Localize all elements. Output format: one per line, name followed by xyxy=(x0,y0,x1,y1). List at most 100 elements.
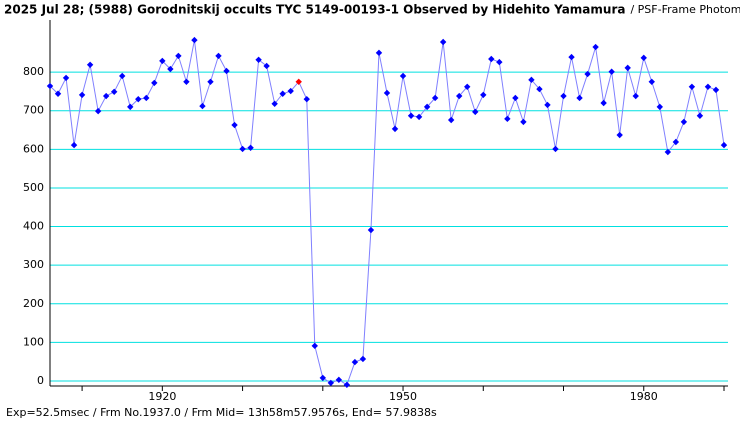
data-point xyxy=(351,358,359,366)
data-point xyxy=(78,91,86,99)
data-point xyxy=(576,94,583,102)
data-point xyxy=(704,83,712,90)
data-point xyxy=(159,57,166,65)
data-point xyxy=(303,95,310,103)
data-point xyxy=(544,101,551,109)
data-point xyxy=(600,99,607,107)
data-point xyxy=(271,100,278,107)
data-point xyxy=(183,78,190,85)
data-point xyxy=(359,355,367,363)
data-point xyxy=(672,138,680,146)
data-point xyxy=(480,91,487,99)
data-point xyxy=(94,107,102,115)
data-point xyxy=(151,79,158,87)
y-tick-label: 0 xyxy=(37,374,44,387)
data-point xyxy=(311,342,318,350)
data-point xyxy=(135,95,142,103)
y-tick-label: 700 xyxy=(23,104,44,117)
data-point xyxy=(175,52,182,60)
data-point xyxy=(439,38,447,46)
data-point xyxy=(319,374,327,382)
data-point xyxy=(391,125,399,133)
data-point xyxy=(536,85,543,93)
data-point xyxy=(648,78,655,85)
data-point xyxy=(167,65,174,73)
data-point xyxy=(46,82,54,90)
data-point xyxy=(215,52,222,60)
data-point xyxy=(255,56,262,63)
data-point xyxy=(102,92,110,100)
data-point xyxy=(664,148,672,156)
data-point xyxy=(247,144,254,151)
data-point xyxy=(712,86,720,94)
data-point xyxy=(464,83,471,90)
data-point xyxy=(86,61,94,68)
data-point xyxy=(191,36,198,44)
data-point xyxy=(54,90,62,97)
data-point xyxy=(456,92,463,100)
data-point xyxy=(223,67,230,75)
data-point xyxy=(528,76,535,84)
data-point xyxy=(279,90,286,97)
data-point xyxy=(447,116,455,124)
data-point xyxy=(488,55,495,63)
data-point xyxy=(496,58,503,66)
y-tick-label: 100 xyxy=(23,335,44,348)
data-point xyxy=(680,118,688,126)
x-tick-label: 1950 xyxy=(389,390,417,403)
data-point xyxy=(415,113,423,121)
data-point xyxy=(568,53,575,61)
y-tick-label: 800 xyxy=(23,65,44,78)
data-point xyxy=(592,43,599,51)
data-point xyxy=(231,121,238,129)
data-point xyxy=(199,102,206,110)
data-point xyxy=(343,381,351,389)
data-point xyxy=(62,74,70,82)
data-point xyxy=(624,64,631,72)
y-tick-label: 300 xyxy=(23,258,44,271)
data-point xyxy=(423,103,431,111)
data-point xyxy=(127,103,134,111)
data-point xyxy=(632,92,639,100)
y-tick-label: 400 xyxy=(23,220,44,233)
data-point xyxy=(367,226,375,234)
data-point xyxy=(584,70,591,78)
data-point xyxy=(560,92,567,100)
data-point xyxy=(512,94,519,102)
data-point xyxy=(70,141,78,149)
chart-title: 2025 Jul 28; (5988) Gorodnitskij occults… xyxy=(4,3,625,17)
data-point xyxy=(616,131,623,139)
data-point xyxy=(287,87,294,95)
data-point xyxy=(608,68,615,75)
y-tick-label: 600 xyxy=(23,142,44,155)
data-point xyxy=(399,72,407,80)
data-point xyxy=(263,62,270,70)
data-point xyxy=(552,145,559,153)
x-tick-label: 1920 xyxy=(148,390,176,403)
data-point xyxy=(472,108,479,116)
data-point xyxy=(407,112,415,119)
data-point xyxy=(431,94,439,102)
chart-subtitle: / PSF-Frame Photometry / xyxy=(630,3,740,16)
data-point xyxy=(375,49,383,57)
data-point xyxy=(696,112,704,119)
data-point xyxy=(520,118,527,126)
data-point xyxy=(239,145,246,153)
footer: Exp=52.5msec / Frm No.1937.0 / Frm Mid= … xyxy=(6,406,437,419)
data-point xyxy=(335,376,343,384)
data-point xyxy=(327,379,335,387)
y-tick-label: 200 xyxy=(23,297,44,310)
data-point xyxy=(720,141,728,149)
data-point xyxy=(295,78,302,85)
data-point xyxy=(119,72,126,80)
data-point xyxy=(207,78,214,85)
data-point xyxy=(504,115,511,123)
data-point xyxy=(383,89,391,97)
data-point xyxy=(688,83,696,90)
data-point xyxy=(640,54,647,62)
data-point xyxy=(656,103,663,111)
data-point xyxy=(143,94,150,102)
x-tick-label: 1980 xyxy=(630,390,658,403)
data-point xyxy=(110,88,118,96)
